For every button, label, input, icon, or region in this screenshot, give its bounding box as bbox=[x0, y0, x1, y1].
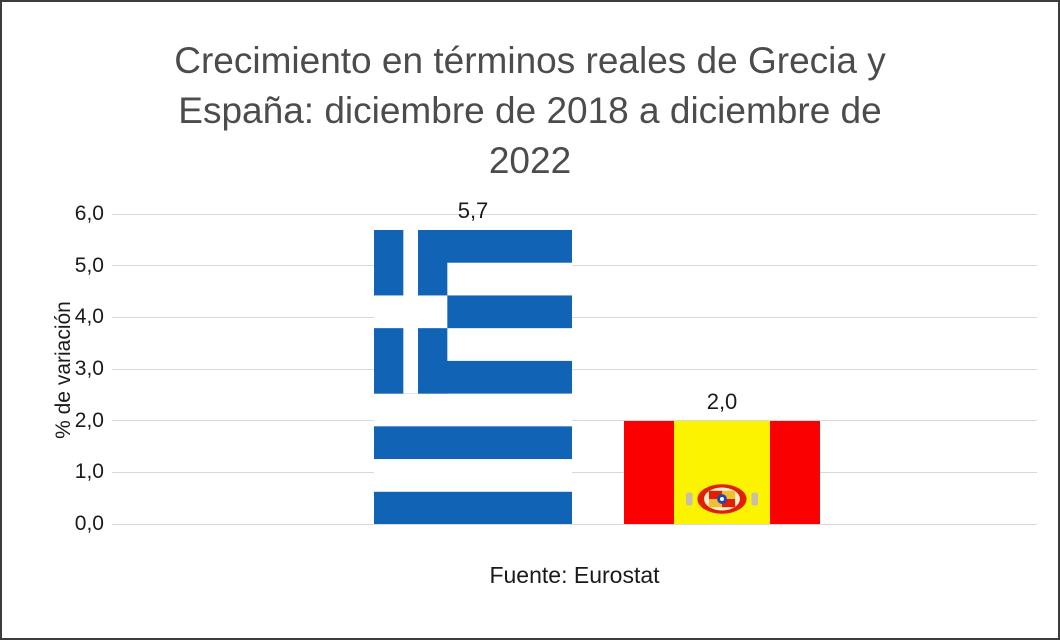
spain-coat-of-arms-icon bbox=[686, 484, 758, 514]
gridline bbox=[112, 368, 1037, 370]
y-axis-ticks: 0,0 1,0 2,0 3,0 4,0 5,0 6,0 bbox=[2, 202, 104, 535]
spain-flag-red-band bbox=[624, 420, 674, 524]
y-tick-label: 0,0 bbox=[74, 512, 104, 535]
greece-flag bbox=[374, 229, 572, 524]
bar-value-label-greece: 5,7 bbox=[457, 197, 489, 223]
spain-flag-red-band bbox=[770, 420, 820, 524]
chart-title-line: España: diciembre de 2018 a diciembre de bbox=[178, 90, 882, 131]
gridline bbox=[112, 213, 1037, 215]
y-tick-label: 2,0 bbox=[74, 408, 104, 432]
bar-greece[interactable]: 5,7 bbox=[374, 198, 572, 524]
plot-area: 5,7 2,0 bbox=[112, 198, 1037, 525]
chart-title-line: 2022 bbox=[488, 140, 572, 181]
y-tick-label: 6,0 bbox=[74, 202, 104, 225]
gridline bbox=[112, 420, 1037, 422]
y-tick-label: 3,0 bbox=[74, 357, 104, 380]
y-tick-label: 1,0 bbox=[74, 460, 104, 484]
gridline bbox=[112, 316, 1037, 318]
bar-value-label-spain: 2,0 bbox=[706, 388, 738, 414]
chart-title-line: Crecimiento en términos reales de Grecia… bbox=[174, 40, 886, 81]
chart-title: Crecimiento en términos reales de Grecia… bbox=[82, 36, 978, 186]
y-tick-label: 4,0 bbox=[74, 305, 104, 329]
gridline bbox=[112, 265, 1037, 267]
gridline bbox=[112, 523, 1037, 525]
y-tick-label: 5,0 bbox=[74, 253, 104, 277]
gridline bbox=[112, 471, 1037, 473]
spain-flag bbox=[624, 420, 820, 524]
bar-spain[interactable]: 2,0 bbox=[624, 389, 820, 524]
source-caption: Fuente: Eurostat bbox=[489, 562, 660, 588]
